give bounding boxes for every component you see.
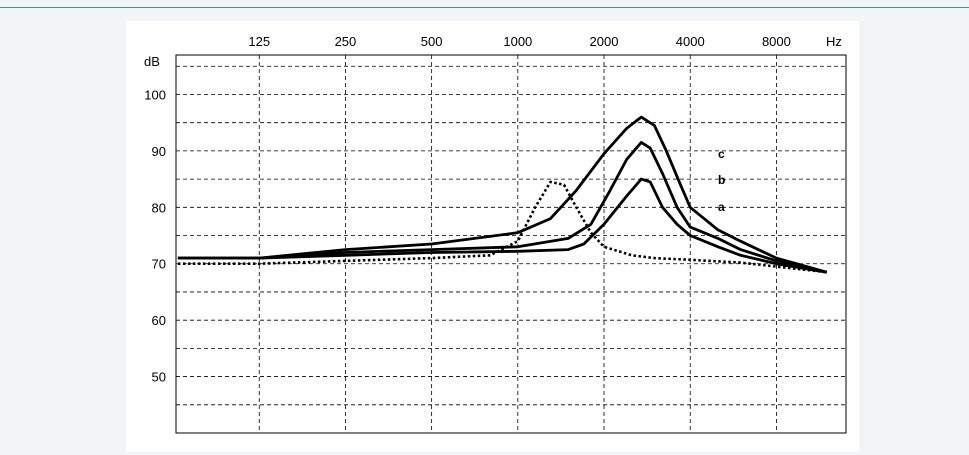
- plot-frame: [175, 54, 847, 434]
- x-axis-tick-labels: 125 250 500 1000 2000 4000 8000: [248, 34, 790, 49]
- y-tick-label: 60: [152, 313, 166, 328]
- series-lines: [177, 115, 828, 274]
- audiogram-chart: 125 250 500 1000 2000 4000 8000 5060708090100 …: [144, 34, 847, 434]
- y-tick-label: 100: [144, 87, 166, 102]
- top-rule: [0, 7, 969, 8]
- x-tick-label: 250: [335, 34, 357, 49]
- x-unit-label: Hz: [826, 34, 842, 49]
- x-tick-label: 1000: [503, 34, 532, 49]
- chart-panel: 125 250 500 1000 2000 4000 8000 50 60 70 80 90 100 …: [126, 21, 859, 452]
- curve-label-a: a: [718, 200, 725, 214]
- y-axis-tick-labels: 50 60 70 80 90 100: [144, 87, 166, 384]
- curve-label-b: b: [718, 173, 725, 187]
- y-tick-label: 90: [152, 144, 166, 159]
- x-tick-label: 8000: [762, 34, 791, 49]
- y-tick-label: 80: [152, 200, 166, 215]
- y-tick-label: 50: [152, 370, 166, 385]
- x-tick-label: 500: [421, 34, 443, 49]
- x-tick-label: 4000: [676, 34, 705, 49]
- series-line-a: [177, 177, 828, 274]
- y-tick-label: 70: [152, 257, 166, 272]
- x-tick-label: 125: [248, 34, 270, 49]
- y-unit-label: dB: [144, 54, 160, 69]
- series-line-b: [177, 141, 828, 274]
- curve-label-c: c: [718, 147, 725, 161]
- series-line-c: [177, 115, 828, 274]
- series-line-dotted: [177, 180, 827, 274]
- x-tick-label: 2000: [590, 34, 619, 49]
- curve-labels: c b a: [718, 147, 725, 214]
